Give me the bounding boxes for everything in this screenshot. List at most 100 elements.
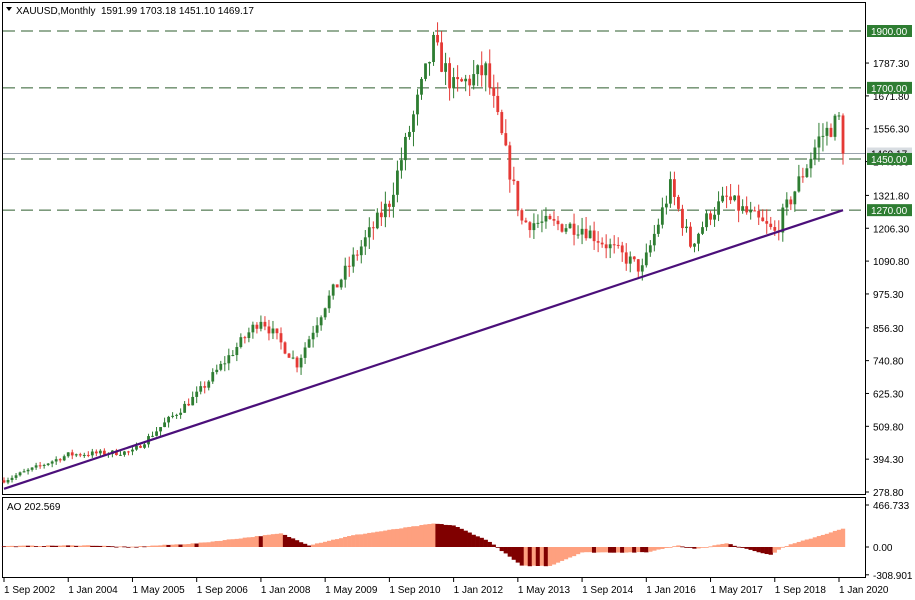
- ao-bar-down: [41, 546, 47, 547]
- bull-candle: [199, 386, 203, 392]
- bull-candle: [536, 222, 540, 224]
- ao-bar-up: [102, 545, 107, 547]
- ao-bar-up: [583, 547, 589, 553]
- ao-bar-up: [824, 533, 830, 547]
- ao-bar-up: [772, 547, 777, 553]
- price-tick-label: 394.30: [873, 455, 904, 466]
- level-badge-text: 1900.00: [871, 27, 908, 38]
- ao-bar-up: [399, 528, 404, 547]
- ao-bar-up: [567, 547, 573, 558]
- ao-bar-up: [391, 529, 396, 547]
- ao-bar-up: [154, 545, 159, 547]
- dropdown-triangle-icon[interactable]: [6, 7, 12, 11]
- ao-histogram: [1, 523, 846, 567]
- time-tick-label: 1 May 2013: [518, 585, 571, 596]
- bull-candle: [319, 317, 323, 326]
- ao-bar-up: [186, 544, 191, 547]
- bear-candle: [440, 42, 443, 72]
- ao-bar-up: [246, 537, 252, 547]
- ao-bar-up: [559, 547, 565, 561]
- ao-bar-up: [226, 539, 231, 547]
- bear-candle: [58, 459, 62, 461]
- bull-candle: [660, 207, 664, 225]
- ao-bar-up: [804, 539, 810, 547]
- ao-bar-down: [736, 546, 741, 548]
- ao-bar-up: [579, 547, 585, 553]
- price-pane-frame: [2, 2, 866, 495]
- bull-candle: [359, 246, 363, 256]
- bull-candle: [412, 114, 415, 132]
- ao-bar-up: [828, 532, 834, 547]
- ao-bar-down: [74, 545, 79, 547]
- ao-bar-up: [218, 540, 223, 547]
- bull-candle: [247, 332, 251, 339]
- ao-bar-up: [230, 539, 235, 547]
- bear-candle: [102, 450, 106, 455]
- bear-candle: [86, 454, 90, 456]
- ao-bar-up: [70, 545, 75, 547]
- level-badge: [867, 152, 912, 165]
- bull-candle: [18, 472, 22, 476]
- ao-bar-up: [415, 526, 420, 547]
- bear-candle: [127, 451, 130, 453]
- bull-candle: [74, 454, 78, 456]
- horizontal-levels[interactable]: [3, 30, 865, 211]
- bull-candle: [391, 194, 395, 207]
- ao-bar-up: [547, 547, 553, 566]
- bull-candle: [416, 94, 419, 115]
- bear-candle: [552, 219, 556, 221]
- time-tick-label: 1 Sep 2010: [389, 585, 441, 596]
- time-tick-label: 1 Sep 2002: [4, 585, 56, 596]
- ao-bar-down: [507, 547, 512, 557]
- bear-candle: [508, 145, 512, 180]
- bull-candle: [331, 284, 335, 296]
- ao-bar-up: [270, 534, 276, 547]
- bull-candle: [375, 212, 379, 229]
- ao-bar-down: [752, 547, 757, 552]
- bear-candle: [829, 127, 833, 137]
- bull-candle: [580, 228, 584, 235]
- bull-candle: [62, 456, 66, 461]
- ao-bar-up: [780, 546, 785, 548]
- bear-candle: [632, 256, 636, 260]
- ao-bar-down: [632, 547, 637, 553]
- ao-bar-up: [595, 547, 601, 553]
- bear-candle: [745, 206, 749, 213]
- bull-candle: [143, 444, 146, 448]
- bull-candle: [235, 347, 239, 356]
- bull-candle: [685, 226, 688, 229]
- ao-bar-up: [427, 524, 432, 547]
- level-badge: [867, 204, 912, 217]
- ao-bar-up: [82, 545, 87, 547]
- bull-candle: [568, 223, 572, 229]
- bear-candle: [600, 242, 604, 245]
- ao-bar-up: [652, 547, 657, 551]
- ao-bar-down: [612, 547, 617, 553]
- price-tick-label: 1090.80: [873, 257, 910, 268]
- ao-bar-up: [363, 533, 368, 547]
- ao-bar-down: [142, 546, 147, 548]
- bull-candle: [452, 77, 456, 89]
- ao-bar-up: [242, 537, 248, 547]
- support-trendline[interactable]: [3, 209, 844, 490]
- ao-bar-down: [94, 545, 99, 547]
- ao-bar-up: [792, 543, 797, 547]
- bull-candle: [66, 452, 70, 457]
- ao-bar-up: [250, 537, 256, 547]
- ao-bar-down: [728, 544, 733, 547]
- ao-bar-down: [620, 547, 625, 553]
- ao-bar-down: [768, 547, 773, 555]
- bull-candle: [259, 321, 263, 329]
- bear-candle: [596, 241, 600, 243]
- support-trendline-group[interactable]: [3, 209, 844, 490]
- ao-bar-down: [515, 547, 521, 563]
- ao-bar-up: [696, 547, 701, 549]
- ao-bar-up: [387, 529, 392, 547]
- bull-candle: [608, 244, 612, 249]
- bull-candle: [809, 158, 813, 169]
- ao-bar-up: [660, 547, 665, 549]
- bear-candle: [279, 333, 283, 343]
- ao-bar-up: [784, 546, 789, 547]
- ao-bar-up: [571, 547, 577, 557]
